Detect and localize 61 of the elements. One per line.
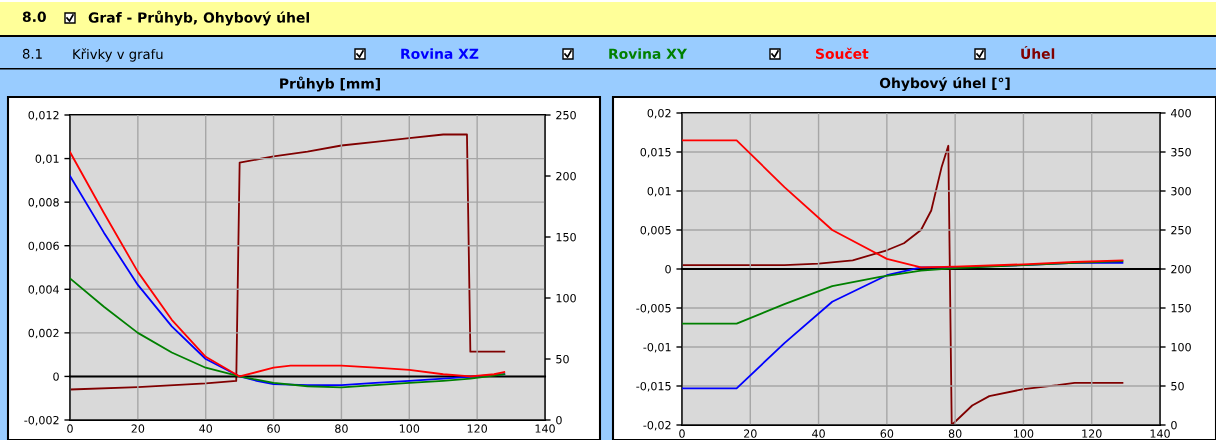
line-series — [682, 139, 1124, 269]
text: Graf - Průhyb, Ohybový úhel — [88, 10, 309, 26]
text: Úhel — [1021, 45, 1055, 60]
y-tick-label: -0,01 — [643, 342, 671, 353]
y2-tick-label: 50 — [556, 354, 569, 364]
y-tick-label: -0,02 — [643, 420, 671, 431]
y-tick-label: 0,002 — [28, 328, 59, 339]
y2-tick-label: 150 — [1171, 303, 1191, 313]
y-tick-label: 0,01 — [35, 154, 59, 165]
y-tick-label: 0,008 — [28, 198, 59, 208]
y-tick-label: 0,012 — [28, 110, 59, 121]
y2-tick-label: 300 — [1171, 186, 1191, 196]
y-tick-label: 0,006 — [28, 241, 59, 252]
x-tick-label: 20 — [744, 429, 757, 438]
text: Rovina XZ — [401, 48, 479, 60]
x-tick-label: 60 — [267, 424, 280, 433]
text: 8.0 — [22, 11, 46, 23]
line-series — [70, 277, 506, 389]
y-tick-label: 0,005 — [640, 225, 671, 236]
y2-tick-label: 100 — [556, 293, 576, 303]
x-tick-label: 20 — [131, 424, 145, 433]
y-tick-label: 0,004 — [28, 285, 59, 295]
chart-title: Ohybový úhel [°] — [879, 76, 1010, 92]
text: Součet — [816, 47, 869, 60]
y-tick-label: 0 — [665, 264, 671, 274]
y2-tick-label: 250 — [556, 110, 576, 120]
x-tick-label: 100 — [1014, 429, 1034, 438]
x-tick-label: 140 — [535, 424, 555, 433]
y2-tick-label: 150 — [556, 232, 576, 242]
x-tick-label: 0 — [679, 429, 685, 438]
y2-tick-label: 400 — [1170, 108, 1191, 118]
y2-tick-label: 0 — [556, 415, 562, 425]
line-series — [682, 144, 1124, 425]
x-tick-label: 100 — [399, 424, 420, 433]
x-tick-label: 40 — [199, 424, 213, 433]
y2-tick-label: 100 — [1171, 342, 1191, 352]
line-series — [682, 260, 1124, 325]
y-tick-label: -0,015 — [636, 381, 671, 392]
x-tick-label: 40 — [812, 429, 825, 438]
x-tick-label: 80 — [948, 429, 962, 438]
x-tick-label: 0 — [67, 424, 73, 433]
text: Rovina XY — [609, 48, 688, 60]
y2-tick-label: 200 — [1171, 264, 1191, 274]
text: Křivky v grafu — [73, 48, 163, 62]
y-tick-label: 0,02 — [647, 108, 671, 119]
y2-tick-label: 200 — [556, 171, 576, 181]
x-tick-label: 120 — [467, 424, 488, 433]
x-tick-label: 140 — [1150, 429, 1170, 438]
y2-tick-label: 50 — [1171, 381, 1184, 391]
y-tick-label: -0,002 — [24, 415, 59, 426]
y2-tick-label: 250 — [1171, 225, 1191, 235]
chart-title: Průhyb [mm] — [280, 76, 380, 92]
x-tick-label: 60 — [880, 429, 894, 438]
x-tick-label: 120 — [1082, 429, 1102, 438]
x-tick-label: 80 — [335, 424, 348, 433]
y-tick-label: 0,015 — [640, 147, 671, 158]
y-tick-label: -0,005 — [636, 303, 671, 314]
y2-tick-label: 350 — [1171, 147, 1191, 157]
y-tick-label: 0,01 — [647, 186, 671, 197]
text: 8.1 — [22, 48, 42, 59]
y-tick-label: 0 — [53, 372, 59, 381]
